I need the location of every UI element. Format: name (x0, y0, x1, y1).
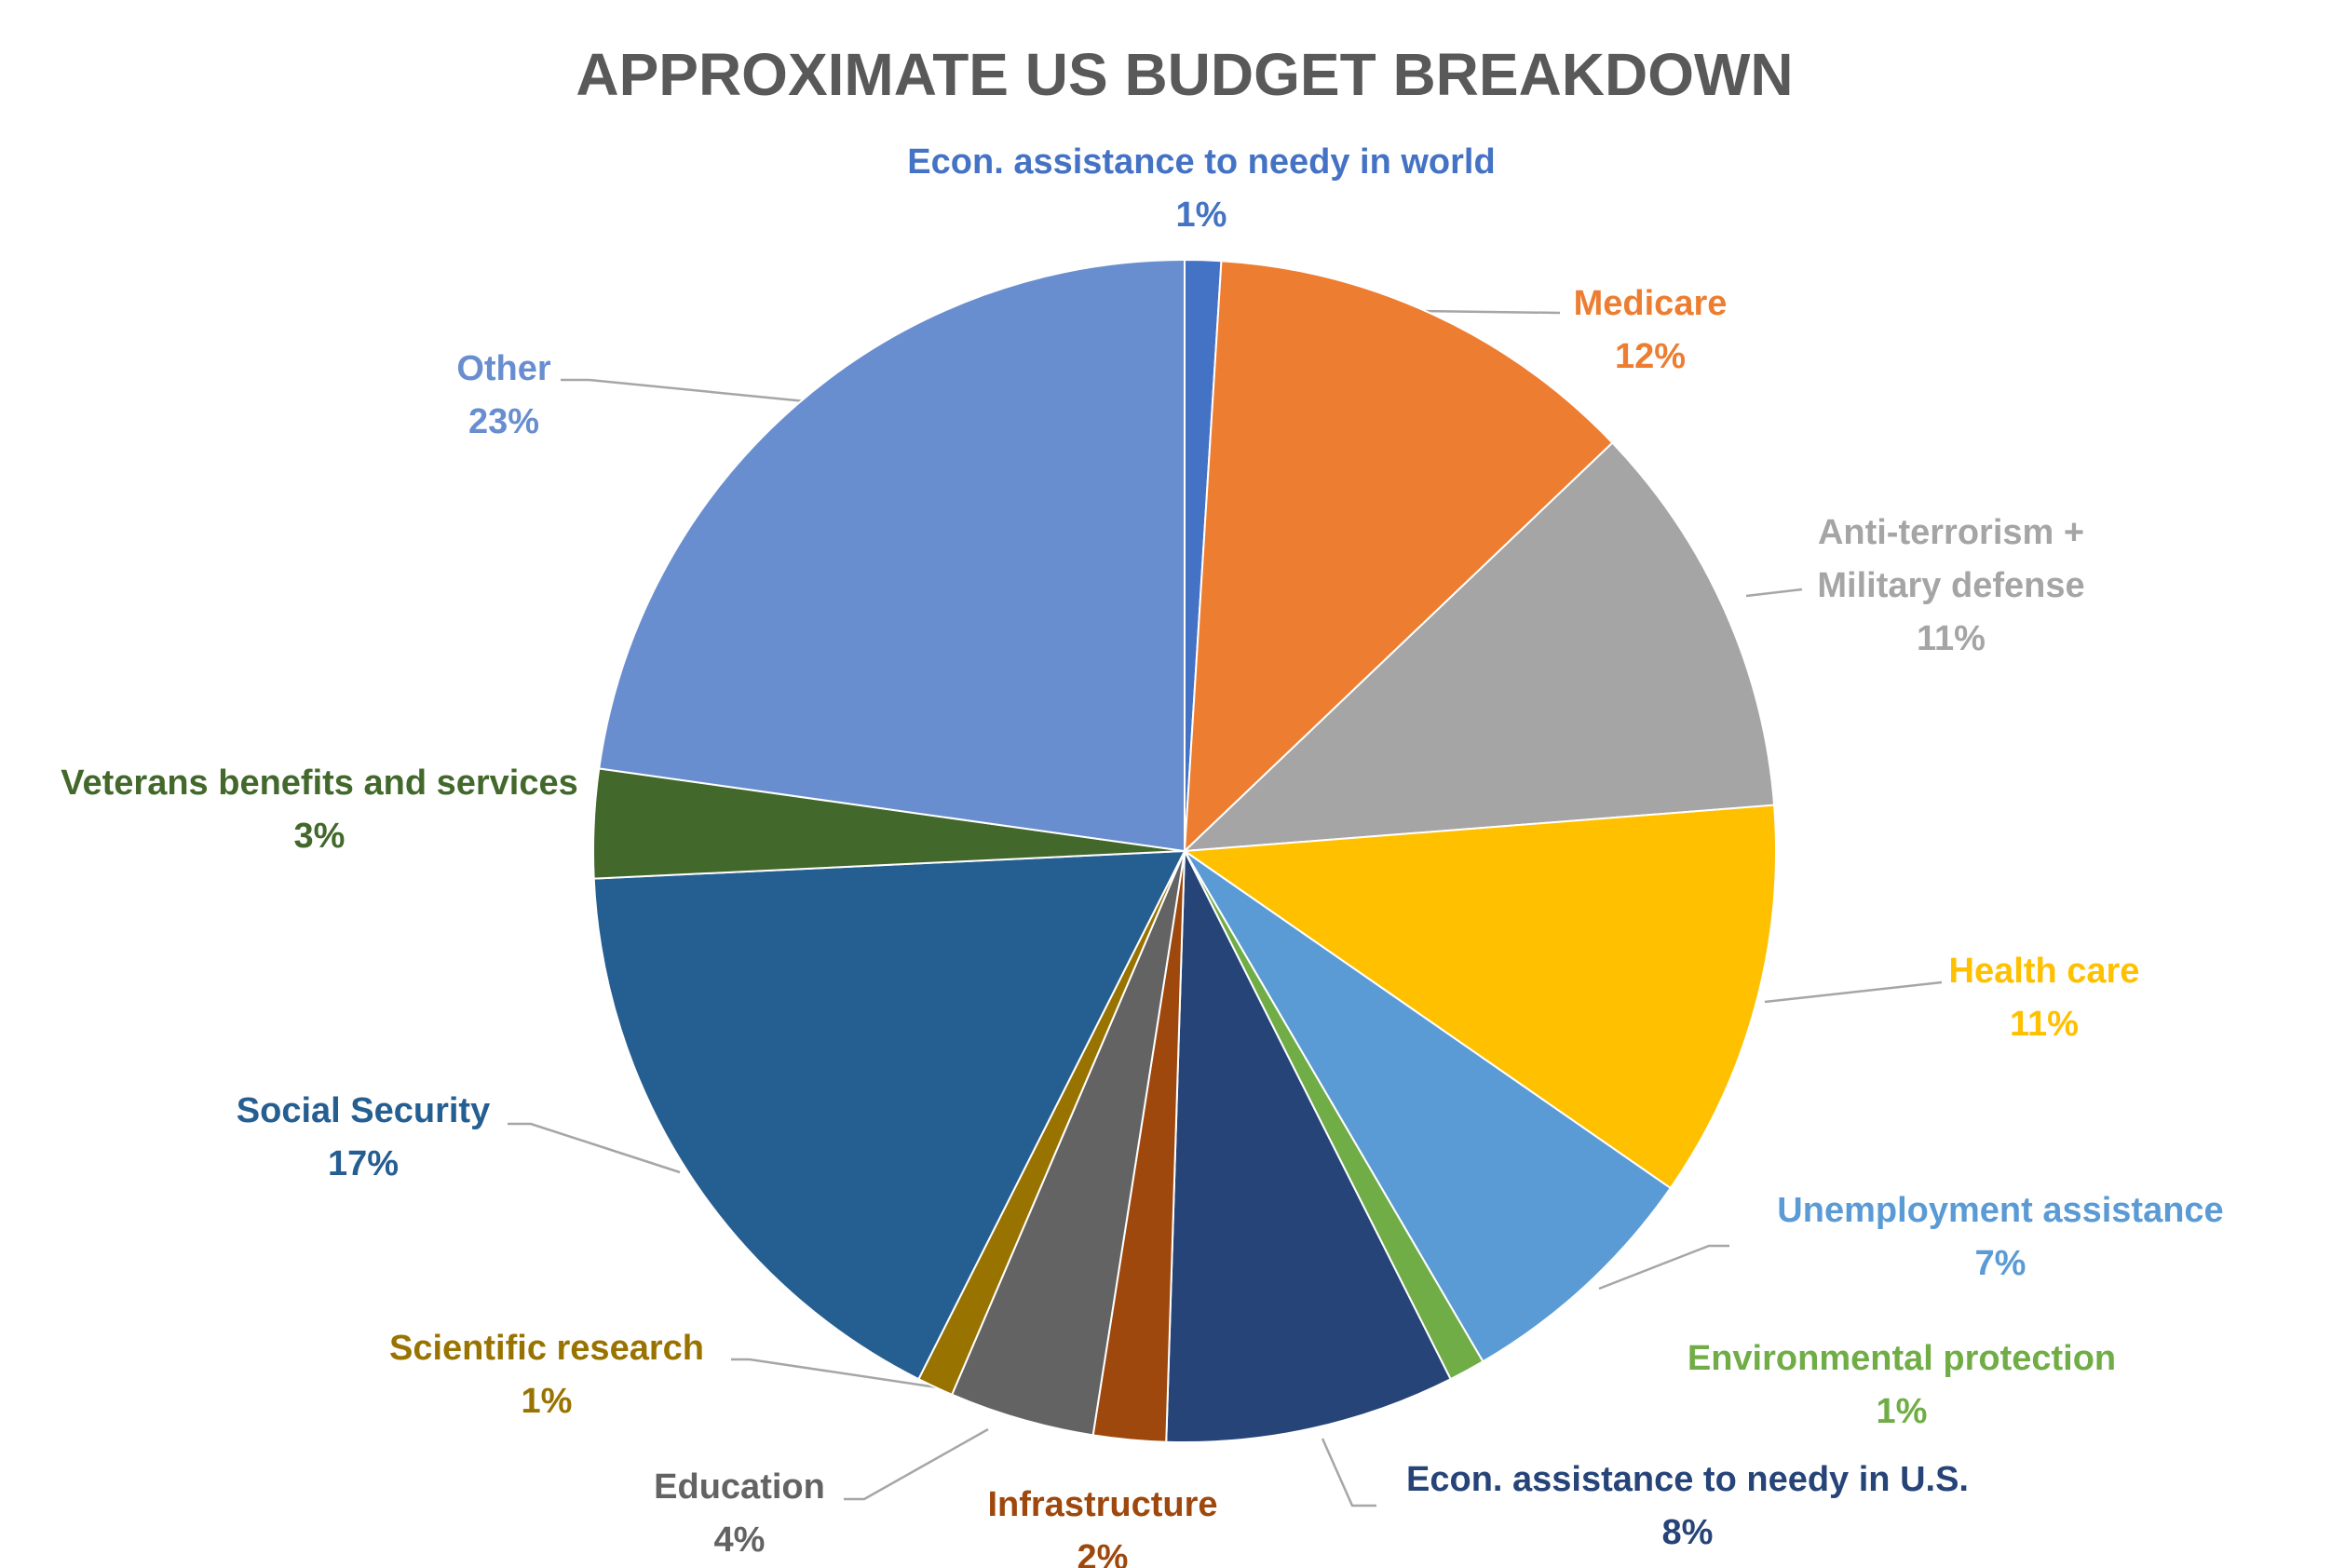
data-label: Anti-terrorism + Military defense 11% (1817, 513, 2084, 658)
data-label: Veterans benefits and services 3% (61, 764, 578, 856)
chart-title: APPROXIMATE US BUDGET BREAKDOWN (576, 41, 1793, 108)
data-label-percent: 8% (1662, 1513, 1714, 1552)
slice-labels: Econ. assistance to needy in world 1% Medi… (61, 142, 2223, 1568)
data-label: Infrastructure 2% (987, 1485, 1217, 1568)
data-label-category: Environmental protection (1688, 1339, 2116, 1378)
data-label-category: Health care (1949, 952, 2140, 991)
pie-slice-anti-terrorism-military-defense (1182, 441, 1776, 853)
data-label-percent: 11% (1917, 619, 1986, 658)
leader-line (1764, 980, 1943, 1004)
pie-slice-other (598, 258, 1186, 853)
data-label-category: Medicare (1574, 284, 1728, 323)
data-label-percent: 12% (1615, 337, 1686, 376)
data-label-percent: 1% (522, 1382, 573, 1421)
pie-slices (592, 258, 1777, 1443)
data-label-category: Other (456, 349, 551, 388)
leader-line (844, 1427, 989, 1501)
data-label: Medicare 12% (1574, 284, 1728, 376)
leader-line (561, 378, 807, 403)
data-label-percent: 1% (1176, 196, 1227, 235)
data-label: Other 23% (456, 349, 551, 441)
data-label: Education 4% (654, 1467, 825, 1560)
leader-line (508, 1122, 681, 1174)
data-label-category: Education (654, 1467, 825, 1507)
data-label-category: Scientific research (389, 1329, 704, 1368)
data-label: Econ. assistance to needy in U.S. 8% (1406, 1460, 1969, 1552)
pie-slice-unemployment-assistance (1184, 850, 1673, 1363)
data-label-percent: 1% (1877, 1392, 1928, 1431)
data-label: Environmental protection 1% (1688, 1339, 2116, 1431)
leader-line (1598, 1244, 1729, 1291)
leader-line (1321, 1438, 1376, 1507)
data-label-category: Econ. assistance to needy in U.S. (1406, 1460, 1969, 1499)
pie-slice-health-care (1182, 804, 1777, 1190)
data-label-category: Veterans benefits and services (61, 764, 578, 803)
leader-line (1419, 309, 1561, 315)
data-label-category: Anti-terrorism + (1818, 513, 2084, 552)
pie-slice-econ-assistance-to-needy-in-u-s (1165, 850, 1452, 1443)
data-label-percent: 23% (468, 402, 539, 441)
data-label-percent: 4% (714, 1521, 766, 1560)
data-label-percent: 2% (1078, 1538, 1129, 1568)
leader-line (1745, 588, 1803, 598)
data-label-percent: 17% (328, 1144, 399, 1183)
data-label: Econ. assistance to needy in world 1% (907, 142, 1495, 235)
data-label: Health care 11% (1949, 952, 2140, 1044)
data-label: Scientific research 1% (389, 1329, 704, 1421)
data-label-category: Infrastructure (987, 1485, 1217, 1524)
data-label-category: Econ. assistance to needy in world (907, 142, 1495, 182)
data-label-percent: 11% (2010, 1005, 2079, 1044)
data-label-percent: 3% (294, 817, 346, 856)
leader-line (731, 1358, 938, 1389)
data-label: Unemployment assistance 7% (1777, 1191, 2223, 1283)
pie-slice-medicare (1183, 260, 1614, 854)
data-label-category: Social Security (237, 1091, 490, 1130)
data-label-category: Military defense (1817, 566, 2084, 605)
leader-lines (508, 309, 1943, 1507)
data-label-percent: 7% (1975, 1244, 2026, 1283)
pie-slice-social-security (592, 849, 1186, 1381)
data-label-category: Unemployment assistance (1777, 1191, 2223, 1230)
data-label: Social Security 17% (237, 1091, 490, 1183)
